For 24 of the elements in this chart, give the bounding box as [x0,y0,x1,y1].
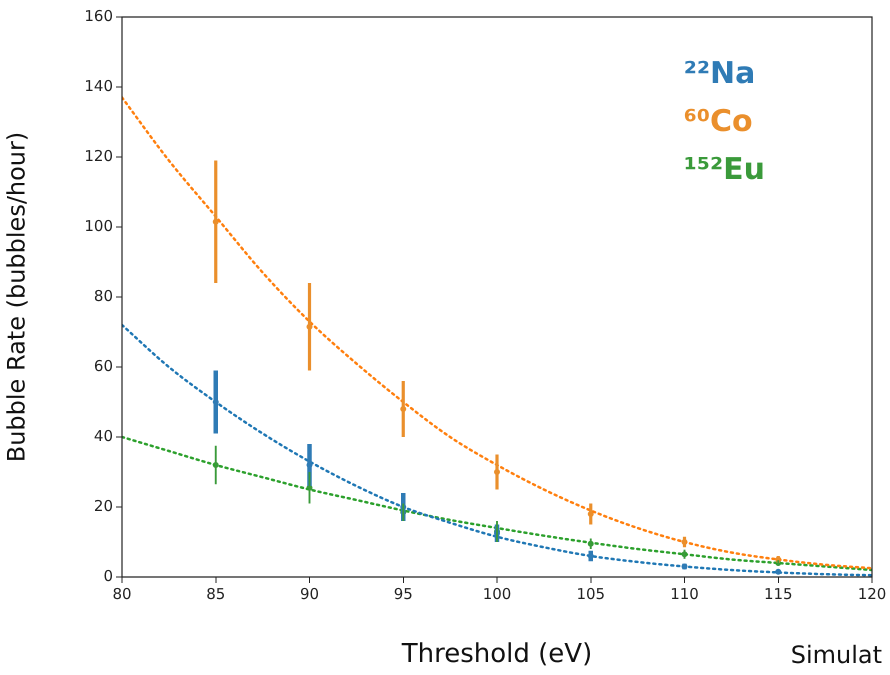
y-tick-label: 40 [94,426,113,445]
x-tick-label: 100 [482,584,512,603]
y-tick-label: 140 [84,76,113,95]
text: ¹⁵²Eu [684,151,765,189]
text: ⁶⁰Co [684,103,754,141]
x-tick-label: 85 [206,584,226,603]
x-tick-label: 110 [670,584,699,603]
y-tick-label: 100 [84,216,113,235]
x-tick-label: 120 [858,584,886,603]
x-tick-label: 95 [394,584,413,603]
y-tick-label: 0 [103,566,113,585]
y-tick-label: 80 [94,286,113,305]
x-axis-title: Threshold (eV) [400,639,592,670]
x-tick-label: 115 [764,584,793,603]
y-axis-title: Bubble Rate (bubbles/hour) [2,132,31,462]
text: ²²Na [684,55,756,93]
x-tick-label: 90 [300,584,320,603]
y-tick-label: 160 [84,6,113,25]
y-tick-label: 120 [84,146,113,165]
x-tick-label: 80 [112,584,132,603]
text: Simulat [790,641,882,669]
y-tick-label: 60 [94,356,113,375]
x-tick-label: 105 [576,584,606,603]
y-tick-label: 20 [94,496,113,515]
